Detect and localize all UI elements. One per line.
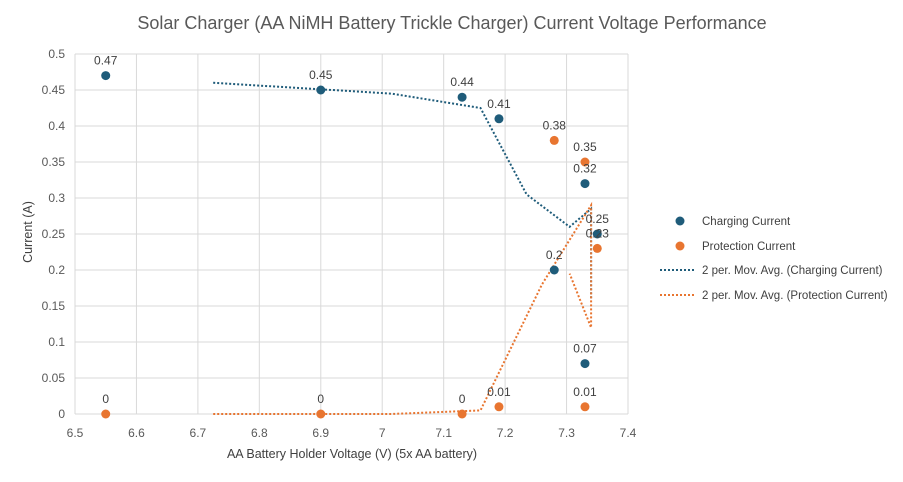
y-tick-label: 0.5: [48, 47, 65, 61]
data-point: [549, 135, 559, 145]
y-tick-label: 0.35: [42, 155, 66, 169]
data-point: [592, 229, 602, 239]
legend-marker: [675, 241, 685, 251]
data-point: [580, 157, 590, 167]
x-tick-label: 6.9: [312, 426, 329, 440]
data-label: 0.32: [573, 162, 597, 176]
data-point: [580, 179, 590, 189]
data-label: 0.01: [573, 385, 597, 399]
y-tick-label: 0.05: [42, 371, 66, 385]
data-label: 0.45: [309, 68, 333, 82]
x-tick-label: 6.6: [128, 426, 145, 440]
legend-label: Charging Current: [702, 216, 791, 228]
legend: Charging Current Protection Current 2 per.…: [660, 216, 888, 302]
trendline-protection: [213, 201, 593, 415]
x-tick-label: 7.1: [435, 426, 452, 440]
x-tick-label: 7.2: [497, 426, 514, 440]
data-point: [101, 409, 111, 419]
x-axis-label: AA Battery Holder Voltage (V) (5x AA bat…: [227, 447, 477, 461]
data-label: 0.23: [586, 226, 610, 240]
y-tick-label: 0.45: [42, 83, 66, 97]
data-label: 0.01: [487, 385, 511, 399]
data-label: 0: [459, 392, 466, 406]
data-label: 0: [317, 392, 324, 406]
x-tick-label: 6.8: [251, 426, 268, 440]
legend-label: 2 per. Mov. Avg. (Protection Current): [702, 290, 888, 302]
y-tick-label: 0.3: [48, 191, 65, 205]
y-tick-label: 0.2: [48, 263, 65, 277]
axis-ticks: 0 0.05 0.1 0.15 0.2 0.25 0.3 0.35 0.4 0.45 0.5 6.5 6…: [42, 47, 637, 440]
y-tick-label: 0: [58, 407, 65, 421]
data-points: [101, 71, 602, 419]
data-point: [549, 265, 559, 275]
data-point: [580, 402, 590, 412]
x-tick-label: 6.7: [190, 426, 207, 440]
x-tick-label: 6.5: [67, 426, 84, 440]
data-label: 0.35: [573, 140, 597, 154]
data-point: [592, 243, 602, 253]
data-point: [580, 359, 590, 369]
data-point: [101, 71, 111, 81]
data-label: 0.44: [450, 75, 474, 89]
y-tick-label: 0.25: [42, 227, 66, 241]
data-point: [457, 92, 467, 102]
y-tick-label: 0.1: [48, 335, 65, 349]
data-label: 0.25: [586, 212, 610, 226]
y-tick-label: 0.4: [48, 119, 65, 133]
legend-marker: [675, 216, 685, 226]
data-point: [316, 85, 326, 95]
data-point: [316, 409, 326, 419]
x-tick-label: 7: [379, 426, 386, 440]
y-tick-label: 0.15: [42, 299, 66, 313]
y-axis-label: Current (A): [21, 201, 35, 263]
data-point: [494, 114, 504, 124]
data-label: 0: [102, 392, 109, 406]
legend-label: Protection Current: [702, 241, 796, 253]
data-point: [457, 409, 467, 419]
data-label: 0.2: [546, 248, 563, 262]
legend-label: 2 per. Mov. Avg. (Charging Current): [702, 265, 883, 277]
trendlines: [213, 81, 593, 415]
data-point: [494, 402, 504, 412]
gridlines: [74, 53, 629, 415]
data-labels: 0.47 0.45 0.44 0.41 0.2 0.32 0.25 0.07 0 0 0 0.01 0.…: [94, 54, 609, 406]
data-label: 0.47: [94, 54, 118, 68]
data-label: 0.38: [543, 118, 567, 132]
x-tick-label: 7.3: [558, 426, 575, 440]
x-tick-label: 7.4: [620, 426, 637, 440]
trendline-charging: [213, 81, 593, 299]
data-label: 0.07: [573, 342, 597, 356]
chart-title: Solar Charger (AA NiMH Battery Trickle C…: [137, 13, 766, 33]
data-label: 0.41: [487, 97, 511, 111]
